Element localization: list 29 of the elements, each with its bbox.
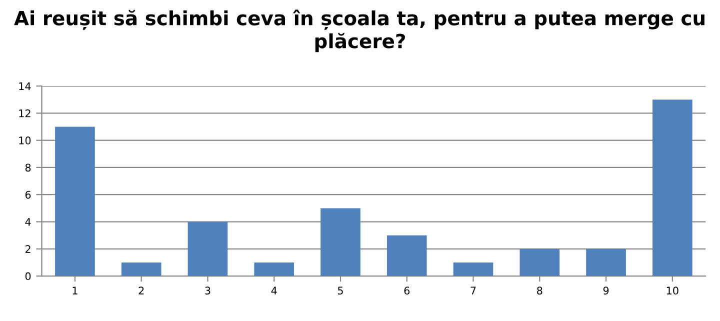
y-tick-label: 2: [25, 245, 30, 253]
y-tick-label: 6: [25, 190, 31, 199]
x-tick-label: 5: [338, 286, 343, 295]
bar: [520, 248, 560, 276]
y-tick-label: 12: [19, 109, 30, 118]
y-tick-label: 8: [25, 164, 31, 172]
x-tick-label: 6: [404, 286, 410, 295]
y-tick-label: 10: [19, 136, 31, 144]
x-tick-label: 4: [271, 286, 277, 294]
bar: [453, 262, 494, 276]
y-tick-label: 0: [25, 272, 31, 280]
y-tick-label: 14: [19, 82, 31, 90]
x-tick-label: 3: [205, 286, 210, 295]
bar: [188, 222, 228, 276]
chart-title: Ai reușit să schimbi ceva în școala ta, pentru a putea merge cu plăcere?: [14, 10, 704, 52]
x-tick-label: 2: [138, 286, 144, 294]
x-tick-label: 7: [470, 286, 476, 294]
bar: [55, 126, 95, 276]
y-tick-label: 4: [25, 218, 31, 226]
bar: [121, 262, 162, 276]
bar: [652, 100, 692, 276]
x-tick-label: 1: [72, 286, 78, 294]
bar: [320, 208, 360, 276]
x-tick-label: 10: [666, 286, 678, 295]
x-tick-label: 9: [603, 286, 609, 295]
bar: [386, 235, 427, 276]
bar: [586, 248, 626, 276]
x-tick-label: 8: [537, 286, 542, 295]
bar: [254, 262, 294, 276]
